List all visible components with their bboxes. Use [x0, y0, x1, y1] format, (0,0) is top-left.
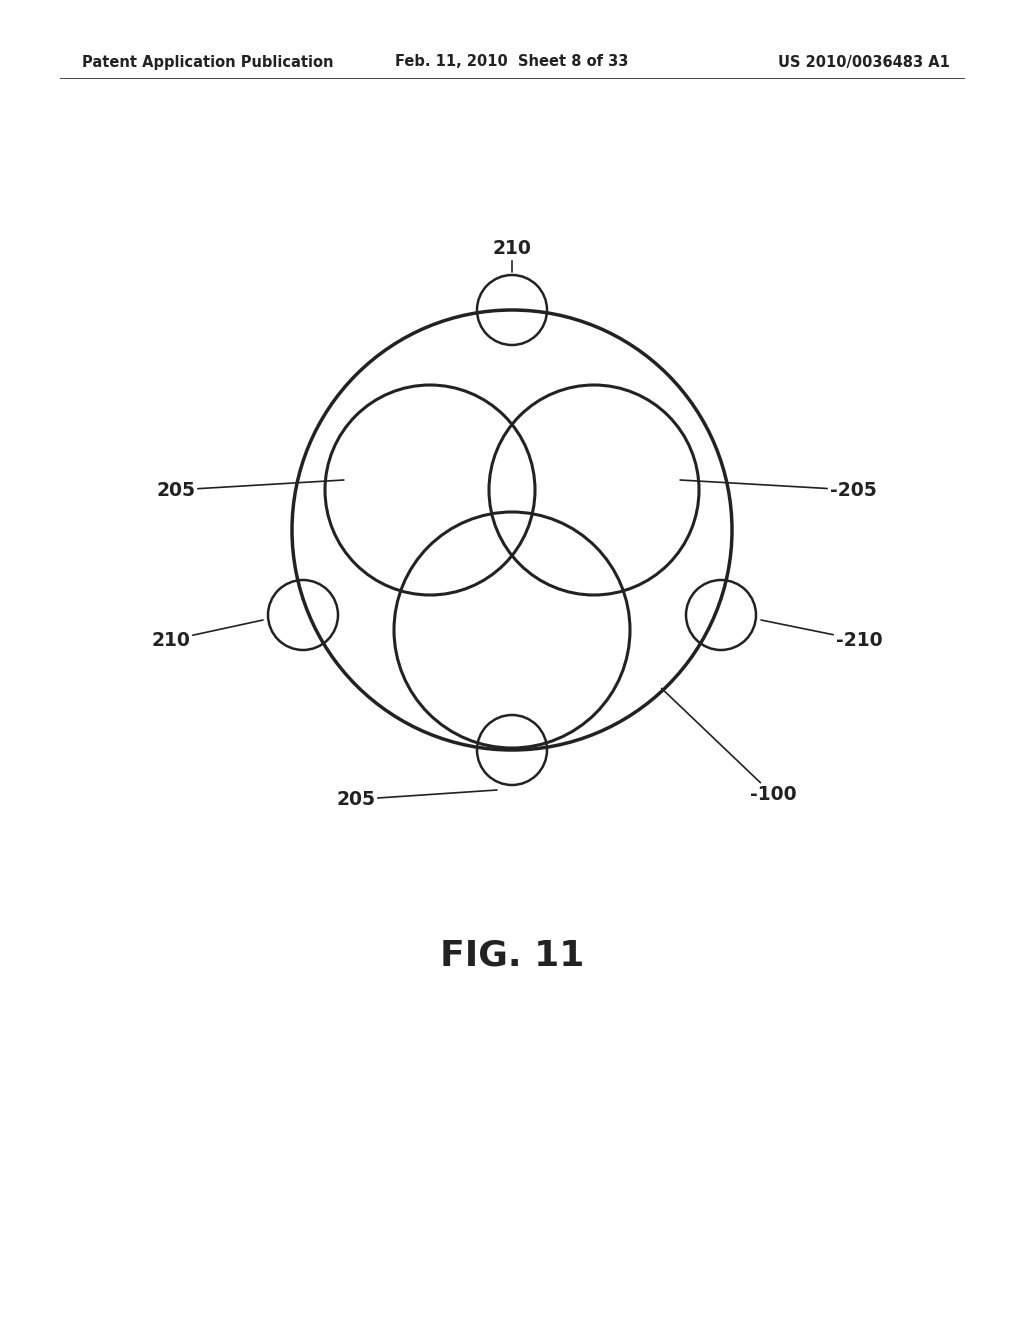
Text: -210: -210	[761, 620, 883, 649]
Text: US 2010/0036483 A1: US 2010/0036483 A1	[778, 54, 950, 70]
Text: 205: 205	[336, 789, 497, 809]
Text: 210: 210	[152, 620, 263, 649]
Text: Feb. 11, 2010  Sheet 8 of 33: Feb. 11, 2010 Sheet 8 of 33	[395, 54, 629, 70]
Text: -100: -100	[662, 689, 797, 804]
Text: FIG. 11: FIG. 11	[440, 939, 584, 972]
Text: -205: -205	[680, 480, 877, 499]
Text: 210: 210	[493, 239, 531, 272]
Text: Patent Application Publication: Patent Application Publication	[82, 54, 334, 70]
Text: 205: 205	[156, 480, 344, 499]
